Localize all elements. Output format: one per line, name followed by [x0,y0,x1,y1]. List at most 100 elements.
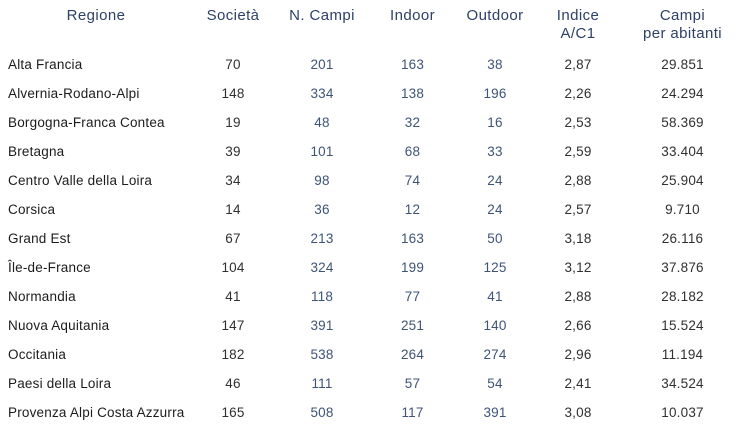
cell-campi-per-abitanti: 33.404 [661,144,704,159]
cell-societa: 46 [225,376,241,391]
cell-n-campi: 111 [311,376,333,391]
column-header-regione: Regione [0,0,192,50]
cell-regione: Occitania [8,347,67,362]
cell-societa: 14 [225,202,241,217]
cell-outdoor: 38 [487,57,503,72]
cell-societa: 41 [225,289,241,304]
cell-indice-ac1: 2,41 [564,376,592,391]
cell-indice-ac1: 3,18 [564,231,592,246]
cell-indoor: 163 [400,231,425,246]
cell-regione: Normandia [8,289,76,304]
cell-n-campi: 508 [310,405,334,420]
cell-indoor: 138 [400,86,425,101]
cell-regione: Île-de-France [8,260,91,275]
cell-indoor: 74 [404,173,421,188]
cell-regione: Alvernia-Rodano-Alpi [8,86,140,101]
total-cell-outdoor: 1.406 [455,427,535,433]
cell-outdoor: 24 [487,173,503,188]
table-row: Centro Valle della Loira 34 98 74 24 2,8… [0,166,744,195]
cell-indoor: 68 [404,144,421,159]
total-row: Totale al 30 aprile 2025 1076 3.021 1.61… [0,427,744,433]
table-header: Regione Società N. Campi Indoor Outdoor … [0,0,744,50]
cell-indice-ac1: 2,53 [564,115,592,130]
cell-campi-per-abitanti: 58.369 [661,115,704,130]
cell-outdoor: 33 [487,144,503,159]
cell-regione: Corsica [8,202,56,217]
cell-n-campi: 213 [310,231,334,246]
cell-societa: 67 [225,231,241,246]
cell-regione: Alta Francia [8,57,83,72]
column-header-label: Regione [66,7,126,24]
cell-societa: 34 [225,173,241,188]
cell-outdoor: 391 [483,405,507,420]
cell-indice-ac1: 2,66 [564,318,592,333]
header-row: Regione Società N. Campi Indoor Outdoor … [0,0,744,50]
cell-indice-ac1: 2,96 [564,347,592,362]
cell-outdoor: 50 [487,231,503,246]
table-row: Occitania 182 538 264 274 2,96 11.194 [0,340,744,369]
column-header-outdoor: Outdoor [455,0,535,50]
table-body: Alta Francia 70 201 163 38 2,87 29.851 A… [0,50,744,433]
cell-indoor: 199 [400,260,425,275]
cell-societa: 104 [221,260,245,275]
column-header-label-line2: A/C1 [560,25,596,42]
cell-indoor: 32 [404,115,421,130]
cell-societa: 39 [225,144,241,159]
cell-societa: 147 [221,318,245,333]
cell-campi-per-abitanti: 37.876 [661,260,704,275]
cell-societa: 148 [221,86,245,101]
cell-outdoor: 196 [483,86,507,101]
table-row: Corsica 14 36 12 24 2,57 9.710 [0,195,744,224]
column-header-n-campi: N. Campi [274,0,370,50]
cell-indoor: 12 [404,202,421,217]
cell-n-campi: 101 [310,144,334,159]
cell-indoor: 264 [400,347,425,362]
cell-outdoor: 16 [487,115,503,130]
total-cell-campi-per-abitanti: 21.636 [621,427,744,433]
cell-campi-per-abitanti: 9.710 [665,202,700,217]
cell-regione: Centro Valle della Loira [8,173,153,188]
cell-indice-ac1: 3,12 [564,260,592,275]
cell-campi-per-abitanti: 29.851 [661,57,704,72]
cell-n-campi: 391 [310,318,334,333]
cell-regione: Paesi della Loira [8,376,112,391]
cell-n-campi: 98 [314,173,330,188]
cell-indoor: 117 [401,405,424,420]
total-cell-indoor: 1.615 [370,427,455,433]
cell-n-campi: 201 [310,57,334,72]
table-row: Normandia 41 118 77 41 2,88 28.182 [0,282,744,311]
cell-campi-per-abitanti: 26.116 [661,231,704,246]
cell-campi-per-abitanti: 15.524 [661,318,704,333]
column-header-indice-ac1: Indice A/C1 [535,0,621,50]
table-row: Bretagna 39 101 68 33 2,59 33.404 [0,137,744,166]
table-row: Alvernia-Rodano-Alpi 148 334 138 196 2,2… [0,79,744,108]
cell-societa: 165 [221,405,245,420]
cell-campi-per-abitanti: 34.524 [661,376,704,391]
table-row: Île-de-France 104 324 199 125 3,12 37.87… [0,253,744,282]
column-header-label: Società [206,7,260,24]
cell-campi-per-abitanti: 25.904 [661,173,704,188]
cell-societa: 70 [225,57,241,72]
column-header-label: Outdoor [466,7,524,24]
table-row: Grand Est 67 213 163 50 3,18 26.116 [0,224,744,253]
cell-campi-per-abitanti: 10.037 [661,405,704,420]
cell-outdoor: 140 [483,318,507,333]
column-header-label: N. Campi [289,7,355,24]
table-row: Nuova Aquitania 147 391 251 140 2,66 15.… [0,311,744,340]
cell-outdoor: 125 [483,260,507,275]
table-row: Alta Francia 70 201 163 38 2,87 29.851 [0,50,744,79]
cell-societa: 182 [221,347,245,362]
cell-regione: Borgogna-Franca Contea [8,115,165,130]
column-header-label-line2: per abitanti [642,25,723,42]
cell-outdoor: 24 [487,202,503,217]
cell-indice-ac1: 2,26 [564,86,592,101]
cell-indoor: 251 [400,318,425,333]
cell-regione: Grand Est [8,231,71,246]
table-row: Borgogna-Franca Contea 19 48 32 16 2,53 … [0,108,744,137]
cell-indice-ac1: 2,59 [564,144,592,159]
column-header-indoor: Indoor [370,0,455,50]
cell-indoor: 57 [404,376,421,391]
cell-n-campi: 118 [310,289,334,304]
